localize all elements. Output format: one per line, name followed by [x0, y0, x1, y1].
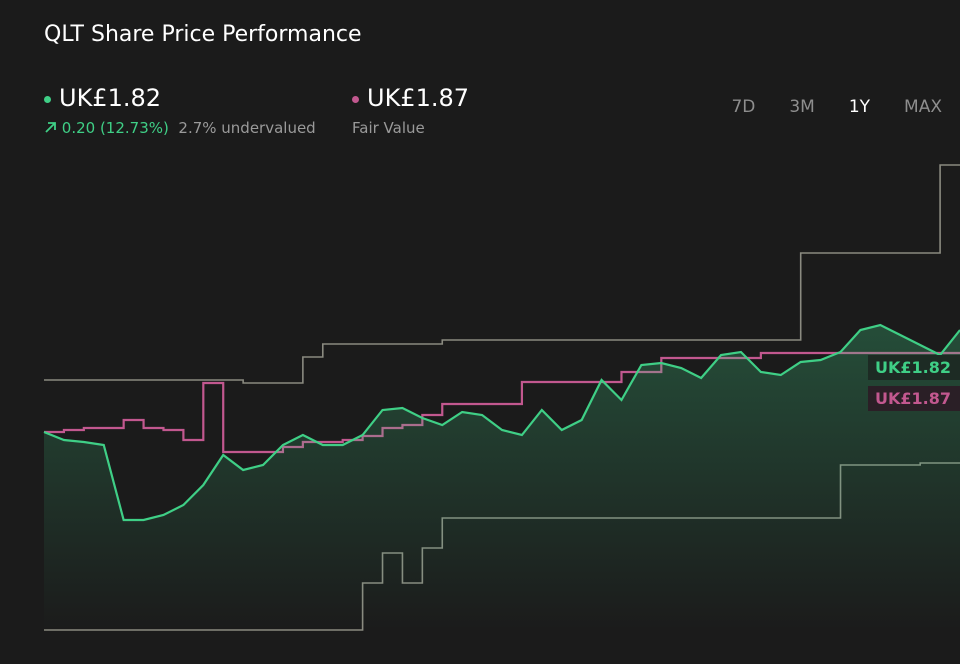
fair-dot — [352, 95, 359, 103]
range-selector: 7D 3M 1Y MAX — [731, 97, 942, 117]
fair-label: Fair Value — [352, 119, 425, 137]
fair-block: UK£1.87 — [352, 84, 469, 112]
price-tag-bg — [868, 355, 960, 380]
change: 0.20 (12.73%) — [61, 119, 169, 137]
range-button[interactable]: 7D — [731, 97, 756, 117]
price-dot — [44, 95, 51, 103]
range-button[interactable]: 1Y — [848, 97, 871, 117]
fair-value: UK£1.87 — [367, 84, 470, 112]
valuation: 2.7% undervalued — [178, 119, 316, 137]
fair-tag: UK£1.87 — [875, 389, 951, 408]
up-arrow — [45, 122, 56, 133]
fair-tag-bg — [868, 386, 960, 411]
range-button[interactable]: MAX — [904, 97, 942, 117]
price-line — [43, 323, 960, 522]
price-tag: UK£1.82 — [875, 358, 951, 377]
step-line — [44, 164, 960, 384]
price-area — [44, 325, 960, 630]
range-button[interactable]: 3M — [789, 97, 815, 117]
title: QLT Share Price Performance — [44, 22, 362, 47]
price-block: UK£1.82 — [44, 84, 161, 112]
price: UK£1.82 — [59, 84, 162, 112]
change-row: 0.20 (12.73%) 2.7% undervalued — [44, 119, 316, 137]
